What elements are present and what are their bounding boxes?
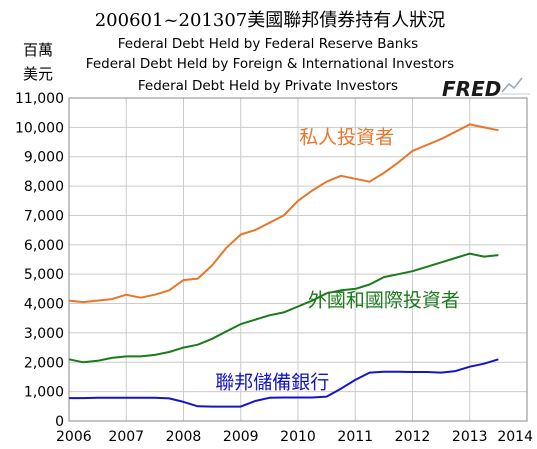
y-tick-label: 2,000 [24, 355, 64, 371]
x-tick-label: 2010 [280, 429, 316, 445]
y-tick-label: 11,000 [15, 91, 64, 107]
y-tick-label: 4,000 [24, 297, 64, 313]
x-tick-label: 2008 [166, 429, 202, 445]
unit-label-line1: 百萬 [23, 41, 53, 59]
series-lines [68, 123, 499, 408]
y-tick-label: 10,000 [15, 120, 64, 136]
y-tick-label: 1,000 [24, 385, 64, 401]
y-tick-label: 6,000 [24, 238, 64, 254]
y-tick-label: 7,000 [24, 208, 64, 224]
fred-logo: FRED [442, 77, 530, 101]
fred-logo-graph-icon [501, 77, 523, 93]
series-title-foreign-investors: Federal Debt Held by Foreign & Internati… [86, 56, 454, 72]
y-tick-label: 9,000 [24, 150, 64, 166]
x-tick-label: 2007 [108, 429, 144, 445]
x-tick-label: 2009 [223, 429, 259, 445]
x-tick-label: 2006 [56, 429, 92, 445]
series-line-foreign-investors [68, 252, 499, 364]
chart-title: 200601~201307美國聯邦債券持有人狀況 [95, 10, 446, 31]
series-line-private-investors [68, 123, 499, 304]
x-tick-label: 2014 [497, 429, 533, 445]
series-annotation-federal-reserve: 聯邦儲備銀行 [215, 372, 329, 394]
y-tick-label: 3,000 [24, 326, 64, 342]
y-tick-label: 0 [55, 414, 64, 430]
series-line-federal-reserve [69, 358, 499, 408]
fred-logo-text: FRED [442, 77, 501, 101]
x-tick-label: 2012 [395, 429, 431, 445]
series-annotation-foreign-investors: 外國和國際投資者 [308, 289, 460, 311]
y-tick-label: 5,000 [24, 267, 64, 283]
series-title-private-investors: Federal Debt Held by Private Investors [138, 78, 398, 94]
x-tick-label: 2011 [337, 429, 373, 445]
series-annotation-private-investors: 私人投資者 [299, 127, 394, 149]
plot-frame [68, 97, 528, 422]
series-title-federal-reserve: Federal Debt Held by Federal Reserve Ban… [118, 36, 418, 52]
x-tick-label: 2013 [452, 429, 488, 445]
axes: 0 1,000 2,000 3,000 4,000 5,000 6,000 7,000 8,00… [15, 91, 533, 445]
unit-label-line2: 美元 [23, 65, 53, 83]
y-tick-label: 8,000 [24, 179, 64, 195]
